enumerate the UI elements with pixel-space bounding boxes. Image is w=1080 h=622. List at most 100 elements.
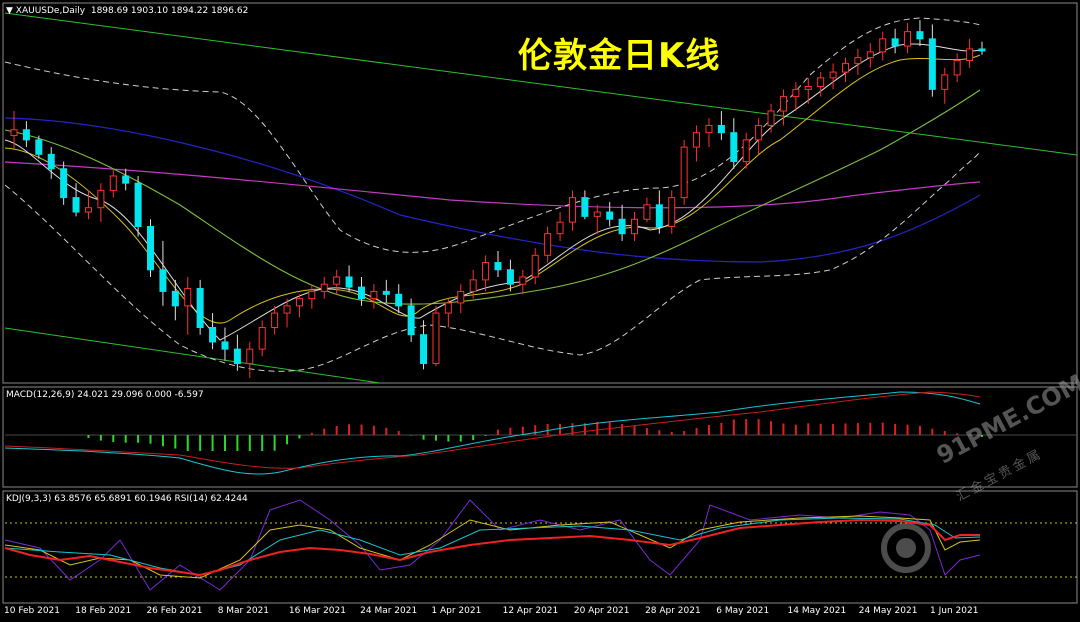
candle [841,62,849,73]
candle [333,276,341,285]
candle [494,262,502,271]
x-tick-label: 1 Apr 2021 [431,606,482,616]
candles [10,20,986,378]
candle [469,279,477,292]
candle [618,218,626,235]
candle [196,288,204,328]
candle [531,254,539,278]
ohlc-values: 1898.69 1903.10 1894.22 1896.62 [90,6,249,16]
macd-line [4,391,981,475]
x-tick-label: 24 Mar 2021 [360,606,418,616]
candle [258,326,266,350]
candle [792,88,800,98]
x-tick-label: 20 Apr 2021 [573,606,630,616]
candle [916,31,924,40]
candle [84,207,92,213]
candle [693,132,701,148]
candle [717,124,725,134]
candle [506,269,514,285]
macd-histogram [87,419,983,451]
candle [295,298,303,307]
candle [420,334,428,365]
kdj-k-line [4,515,981,579]
candle [97,189,105,209]
macd-panel [2,386,1078,488]
x-tick-label: 16 Mar 2021 [288,606,346,616]
candle [928,38,936,90]
candle [72,197,80,213]
candle [767,110,775,126]
bollinger-lower [4,151,981,372]
watermark-logo-icon [881,523,931,573]
candle [184,288,192,307]
candle [668,197,676,227]
candle [444,302,452,314]
candle [544,233,552,256]
x-tick-label: 10 Feb 2021 [4,606,61,616]
ma-magenta [4,161,981,209]
candle [978,48,986,52]
candle [308,290,316,300]
candle [742,139,750,163]
candle [246,348,254,365]
candle [209,326,217,343]
candle [854,57,862,64]
candle [779,96,787,112]
candle [60,168,68,199]
candle [221,341,229,350]
candle [482,262,490,281]
candle [606,211,614,220]
macd-signal [4,391,981,469]
candle [134,182,142,227]
x-tick-label: 24 May 2021 [858,606,918,616]
candle [680,146,688,199]
candle [283,305,291,314]
symbol-header: ▼ XAUUSDe,Daily 1898.69 1903.10 1894.22 … [6,6,249,16]
ma-yellow [4,54,981,324]
candle [345,276,353,288]
candle [432,312,440,365]
candle [357,286,365,300]
candle [519,276,527,285]
main-panel [2,2,1078,384]
chart-title: 伦敦金日K线 [518,36,721,76]
candle [568,197,576,223]
candle [904,31,912,47]
x-tick-label: 12 Apr 2021 [502,606,559,616]
kdj-j-line [4,499,981,591]
candle [879,38,887,53]
candle [271,312,279,328]
candle [556,221,564,235]
candle [22,129,30,141]
candle [407,305,415,336]
candle [655,204,663,227]
candle [382,290,390,295]
candle [705,124,713,134]
channel-upper [4,12,1078,156]
x-tick-label: 26 Feb 2021 [146,606,203,616]
candle [953,60,961,76]
candle [891,38,899,47]
kdj-panel [2,490,1078,604]
ma-green [4,89,981,305]
candle [47,153,55,170]
candle [817,77,825,87]
candle [966,48,974,62]
x-tick-label: 8 Mar 2021 [217,606,270,616]
macd-label: MACD(12,26,9) 24.021 29.096 0.000 -6.597 [6,390,204,400]
candle [233,348,241,365]
candle [730,132,738,163]
x-tick-label: 14 May 2021 [787,606,847,616]
candle [147,225,155,271]
candle [370,290,378,300]
candle [320,283,328,292]
candle [804,85,812,90]
candle [829,71,837,79]
bollinger-upper [4,17,981,253]
candle [10,129,18,137]
rsi-line [4,518,980,577]
candle [122,175,130,184]
x-tick-label: 1 Jun 2021 [930,606,979,616]
candle [941,74,949,90]
